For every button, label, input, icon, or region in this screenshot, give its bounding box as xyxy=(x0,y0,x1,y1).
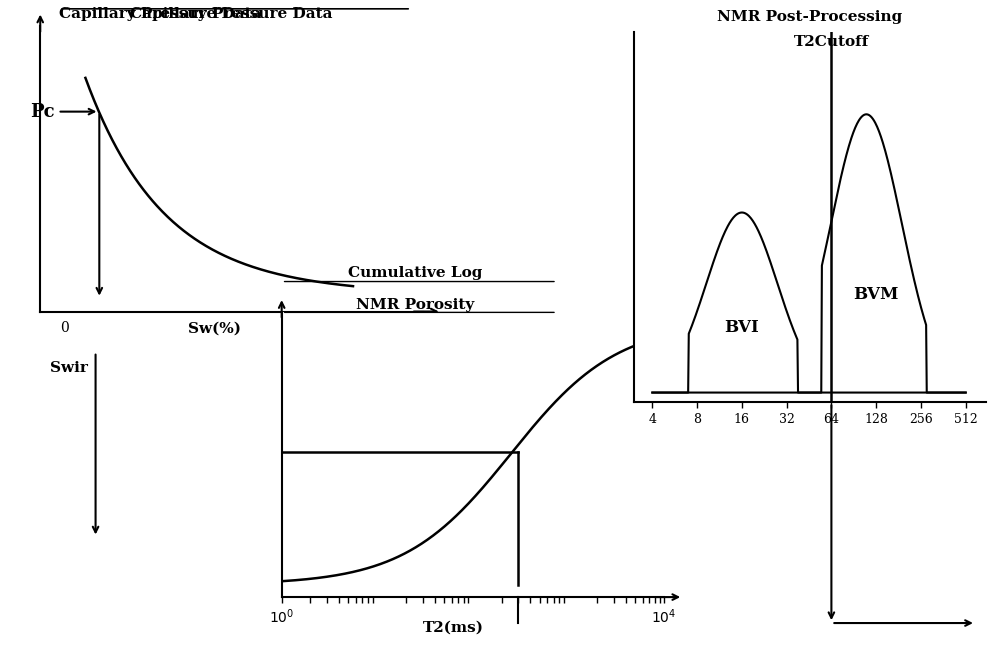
Text: Capillary Pressure Data: Capillary Pressure Data xyxy=(59,6,262,21)
Text: Pc: Pc xyxy=(30,103,54,121)
Text: Sw(%): Sw(%) xyxy=(187,321,240,336)
Text: BVI: BVI xyxy=(724,319,760,336)
Text: T2(ms): T2(ms) xyxy=(424,620,484,634)
Text: Cumulative Log: Cumulative Log xyxy=(348,266,483,280)
Text: BVM: BVM xyxy=(853,286,898,303)
Text: T2Cutoff: T2Cutoff xyxy=(794,35,869,49)
Text: 0: 0 xyxy=(60,321,69,336)
Text: NMR Porosity: NMR Porosity xyxy=(356,298,475,312)
Text: 100: 100 xyxy=(350,321,376,336)
Title: Capillary Pressure Data: Capillary Pressure Data xyxy=(130,6,333,21)
Text: Swir: Swir xyxy=(50,361,89,374)
Title: NMR Post-Processing: NMR Post-Processing xyxy=(717,10,902,25)
